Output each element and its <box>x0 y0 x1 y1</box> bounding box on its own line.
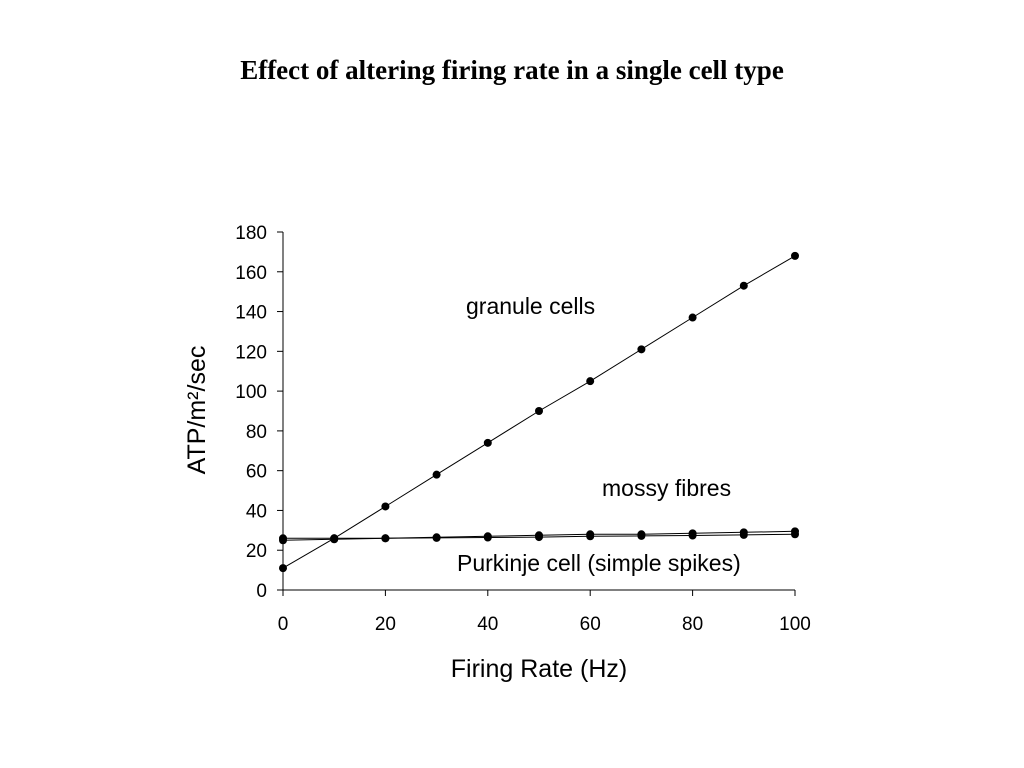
data-point-s2-6 <box>586 532 595 541</box>
data-point-s0-9 <box>739 281 748 290</box>
series-label-granule-cells: granule cells <box>466 293 595 319</box>
data-point-s2-9 <box>739 530 748 539</box>
x-tick-label: 40 <box>477 614 498 635</box>
data-point-s2-0 <box>279 534 287 543</box>
data-point-s2-7 <box>637 531 646 540</box>
data-point-s2-8 <box>688 531 697 540</box>
data-point-s0-7 <box>637 345 646 354</box>
y-tick-label: 80 <box>246 422 267 443</box>
data-point-s2-1 <box>330 534 339 543</box>
data-point-s2-5 <box>535 533 543 542</box>
data-point-s0-5 <box>535 407 543 415</box>
y-axis-label: ATP/m²/sec <box>183 346 211 475</box>
data-point-s2-4 <box>483 533 492 542</box>
y-tick-label: 0 <box>256 581 267 602</box>
data-point-s2-2 <box>381 534 390 543</box>
y-tick-label: 20 <box>246 541 267 562</box>
data-point-s2-3 <box>432 533 441 542</box>
y-tick-label: 180 <box>235 223 267 244</box>
x-tick-label: 100 <box>779 614 811 635</box>
y-tick-label: 120 <box>235 342 267 363</box>
y-tick-label: 60 <box>246 462 267 483</box>
data-point-s2-10 <box>791 530 799 539</box>
labels: Firing Rate (Hz) ATP/m²/sec granule cell… <box>183 293 741 683</box>
data-point-s0-2 <box>381 502 390 511</box>
x-tick-label: 20 <box>375 614 396 635</box>
series-label-purkinje-cell: Purkinje cell (simple spikes) <box>457 550 741 576</box>
data-point-s0-0 <box>279 564 287 573</box>
y-tick-label: 160 <box>235 263 267 284</box>
data-point-s0-10 <box>791 251 799 260</box>
data-point-s0-4 <box>483 438 492 447</box>
x-tick-label: 0 <box>278 614 289 635</box>
y-tick-label: 100 <box>235 382 267 403</box>
x-tick-label: 80 <box>682 614 703 635</box>
y-tick-label: 40 <box>246 501 267 522</box>
chart-title: Effect of altering firing rate in a sing… <box>240 55 784 85</box>
x-axis-label: Firing Rate (Hz) <box>451 655 627 683</box>
data-points <box>279 251 799 573</box>
axes: 0 20 40 60 80 100 120 140 160 180 0 20 40 60 80 100 <box>235 223 811 635</box>
series-label-mossy-fibres: mossy fibres <box>602 475 731 501</box>
data-point-s0-8 <box>688 313 697 322</box>
data-point-s0-6 <box>586 377 595 386</box>
y-tick-label: 140 <box>235 303 267 324</box>
x-tick-label: 60 <box>580 614 601 635</box>
data-point-s0-3 <box>432 470 441 479</box>
